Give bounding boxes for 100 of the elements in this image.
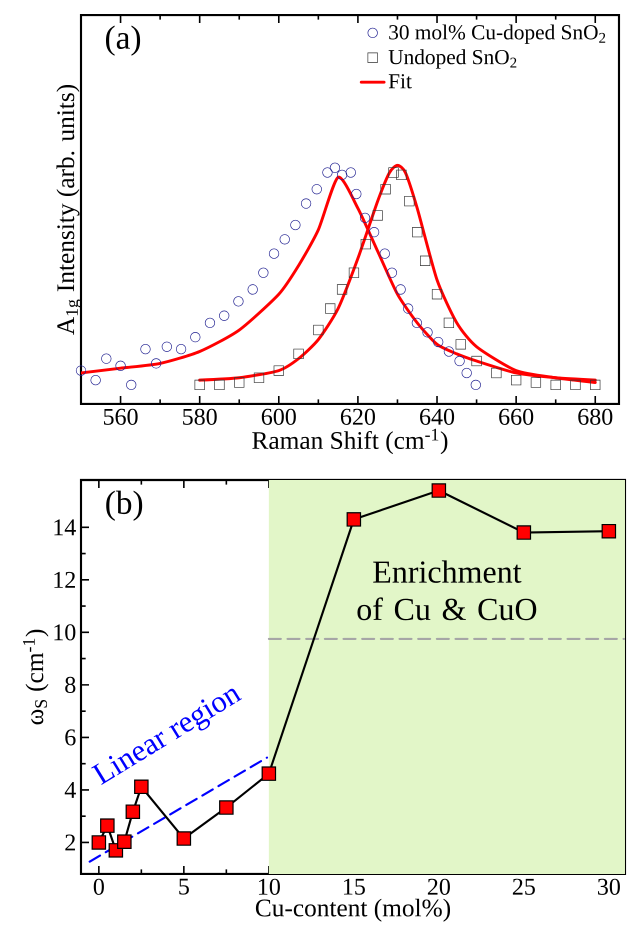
point [380,184,391,194]
x-axis-title: Raman Shift (cm$^{-1}$) [252,428,448,454]
y-axis-title: ω$_{S}$ (cm$^{-1}$) [23,630,48,724]
point [360,238,371,250]
y-tick-label: 2 [65,834,75,850]
point [412,227,422,238]
x-axis-title: Cu-content (mol%) [256,898,450,922]
x-tick-label: 640 [420,408,454,425]
point [602,524,616,538]
point [92,835,106,850]
text: (a) [106,26,140,56]
point [444,346,454,357]
x-tick-label: 15 [344,878,365,895]
point [456,339,466,350]
point [432,289,442,300]
point [126,380,136,390]
point [274,365,284,376]
point [219,800,234,815]
point [115,360,126,371]
point [312,184,322,194]
legend-label: Undoped SnO$_{2}$ [388,49,516,69]
point [550,380,561,390]
point [176,344,186,354]
y-tick-label: 8 [65,676,76,693]
point [90,374,101,386]
legend-label: 30 mol% Cu-doped SnO$_{2}$ [389,24,606,44]
point [190,332,200,342]
point [516,525,532,540]
x-tick-label: 580 [183,408,217,425]
point [214,380,225,390]
point [511,374,522,386]
point [151,358,162,369]
x-tick-label: 620 [340,408,375,425]
point [462,368,472,378]
x-tick-label: 30 [598,878,620,895]
point [248,284,258,295]
point [348,268,360,278]
point [360,212,370,223]
point [176,831,192,846]
point [290,220,301,230]
point [388,167,399,178]
point [422,327,433,338]
point [100,818,115,833]
point [162,342,172,352]
point [346,512,362,527]
point [140,344,151,354]
point [126,804,140,820]
point [313,324,324,336]
point [293,348,304,360]
point [403,303,414,314]
point [336,170,348,180]
point [76,365,86,376]
band-label: Enrichment of Cu & CuO [357,560,536,620]
point [570,380,581,390]
point [258,268,268,278]
point [254,372,264,383]
annotation: (b) [106,490,142,521]
point [471,356,482,366]
y-tick-label: 6 [65,729,76,746]
point [336,284,348,295]
x-tick-label: 0 [94,878,104,895]
point [101,354,112,364]
point [234,377,244,388]
point [530,377,542,388]
point [454,356,465,366]
point [346,167,356,178]
point [470,380,481,390]
point [204,318,216,328]
point [262,766,276,781]
point [590,380,600,390]
legend-label: Fit [388,74,412,88]
x-tick-label: 25 [512,878,535,895]
x-tick-label: 600 [262,408,296,425]
point [395,284,406,295]
x-tick-label: 560 [104,408,138,425]
point [300,198,312,209]
y-tick-label: 10 [54,624,76,640]
x-tick-label: 5 [179,878,189,895]
point [322,167,333,178]
point [396,170,407,180]
point [194,380,205,390]
point [280,234,290,244]
x-tick-label: 10 [258,878,280,895]
point [351,188,362,200]
point [432,483,446,498]
point [330,162,340,173]
point [268,248,280,259]
point [386,268,398,278]
point [491,368,502,378]
point [117,834,132,849]
point [380,248,390,259]
x-tick-label: 660 [499,408,534,425]
point [372,210,383,221]
point [325,303,336,314]
x-tick-label: 20 [428,878,450,895]
point [444,318,454,328]
y-tick-label: 12 [54,572,75,588]
point [412,318,422,328]
point [368,227,380,238]
point [233,296,244,307]
